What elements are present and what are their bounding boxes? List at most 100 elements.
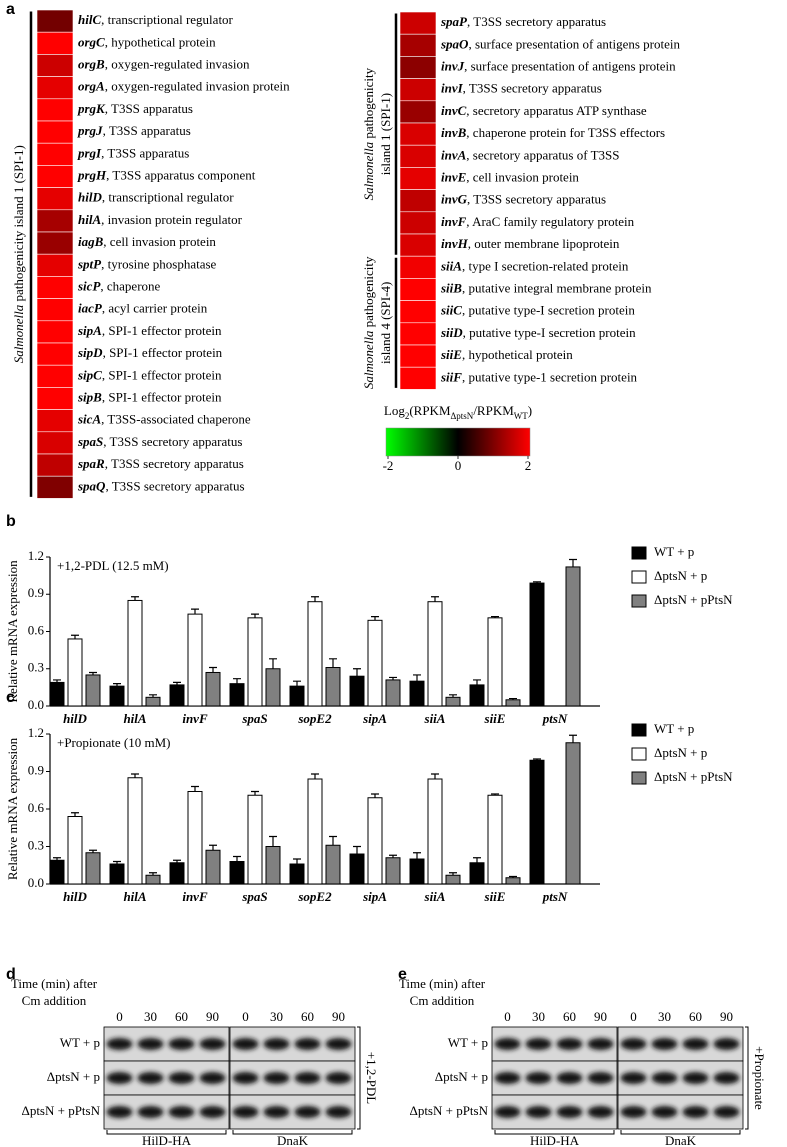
time-label: 60 [301,1009,314,1024]
blot-band [106,1072,133,1084]
bar [427,778,443,885]
condition-label: +Propionate [752,1046,767,1110]
blot-band [713,1038,740,1050]
bar [367,619,383,707]
y-tick-label: 0.9 [28,585,44,600]
gene-name: siiC [440,303,462,318]
bar [145,696,161,707]
time-label: 90 [594,1009,607,1024]
x-tick-label: hilA [123,889,146,904]
time-label: 90 [206,1009,219,1024]
heatmap-cell [36,253,74,277]
colorbar-title: Log2(RPKMΔptsN/RPKMWT) [384,403,532,421]
gene-name: spaR [77,456,105,471]
y-tick-label: 0.0 [28,875,44,890]
row-label: sicP, chaperone [77,278,161,293]
error-bar [431,596,439,602]
error-bar [413,674,421,682]
heatmap-cell [399,278,437,301]
row-label: sipD, SPI-1 effector protein [77,345,223,360]
heatmap-cell [36,342,74,366]
panel-letter: e [398,966,407,983]
gene-description: , hypothetical protein [462,347,573,362]
error-bar [569,558,577,567]
x-tick-label: siiE [484,711,506,726]
gene-name: siiE [440,347,462,362]
x-tick-label: siiE [484,889,506,904]
gene-description: , T3SS secretory apparatus [467,192,606,207]
colorbar-title-part: WT [514,411,528,421]
row-label: orgB, oxygen-regulated invasion [78,56,250,71]
gene-description: , T3SS-associated chaperone [101,412,251,427]
annotation: +1,2-PDL (12.5 mM) [57,558,169,573]
bar [229,683,245,707]
row-label: prgJ, T3SS apparatus [77,123,191,138]
row-label: orgC, hypothetical protein [78,34,216,49]
x-tick-label: ptsN [542,711,568,726]
gene-name: sipB [77,389,102,404]
row-label: hilD, transcriptional regulator [78,190,234,205]
error-bar [311,773,319,779]
heatmap-cell [36,431,74,455]
gene-description: , SPI-1 effector protein [102,323,222,338]
row-label: siiA, type I secretion-related protein [440,258,629,273]
blot-band [263,1106,290,1118]
row-label: spaS, T3SS secretory apparatus [77,434,242,449]
error-bar [371,793,379,798]
row-label: invH, outer membrane lipoprotein [441,236,620,251]
error-bar [413,852,421,859]
time-label: 0 [116,1009,123,1024]
time-label: 30 [270,1009,283,1024]
heatmap-cell [36,387,74,410]
legend-swatch [631,546,647,560]
bar [169,684,185,707]
blot-band [232,1072,259,1084]
group-bracket [620,1130,741,1135]
blot-band [137,1072,164,1084]
heatmap-cell [399,144,437,168]
row-label: sipA, SPI-1 effector protein [77,323,222,338]
gene-description: , T3SS apparatus [105,101,193,116]
gene-name: sipD [77,345,103,360]
blot-band [556,1072,583,1084]
heatmap-cell [399,366,437,390]
row-label: sptP, tyrosine phosphatase [77,256,217,271]
row-label: prgK, T3SS apparatus [77,101,193,116]
time-label: 60 [175,1009,188,1024]
heatmap-cell [36,142,74,166]
colorbar-title-part: ΔptsN [451,411,474,421]
error-bar [251,613,259,618]
blot-band [620,1038,647,1050]
time-label: 30 [658,1009,671,1024]
bar [307,778,323,885]
error-bar [473,857,481,863]
bar [265,668,281,707]
error-bar [131,773,139,778]
gene-name: invJ [441,58,465,73]
bar [247,617,263,707]
legend-swatch [631,747,647,761]
gene-description: , surface presentation of antigens prote… [464,58,676,73]
row-label: hilC, transcriptional regulator [78,12,234,27]
y-tick-label: 0.6 [28,800,45,815]
blot-row-label: WT + p [60,1035,100,1050]
error-bar [191,785,199,792]
error-bar [329,835,337,846]
gene-name: orgC [78,34,105,49]
bar [205,849,221,885]
error-bar [233,855,241,862]
gene-description: , AraC family regulatory protein [466,214,634,229]
y-axis-label: Relative mRNA expression [5,737,20,880]
gene-name: iacP [78,301,103,316]
blot-band [713,1106,740,1118]
blot-band [494,1072,521,1084]
bar [385,679,401,707]
row-label: invI, T3SS secretory apparatus [441,81,602,96]
legend-label: ΔptsN + pPtsN [654,592,733,607]
row-label: sicA, T3SS-associated chaperone [77,412,251,427]
gene-description: , cell invasion protein [103,234,216,249]
x-tick-label: hilA [123,711,146,726]
gene-description: , T3SS apparatus [101,145,189,160]
error-bar [209,666,217,673]
error-bar [371,616,379,621]
